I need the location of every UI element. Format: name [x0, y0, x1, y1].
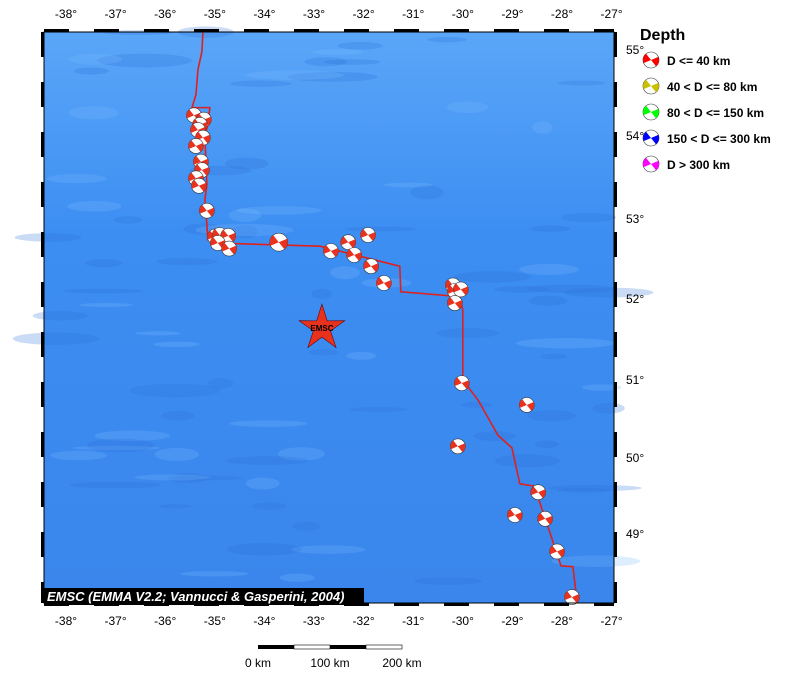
ocean-background [44, 32, 614, 603]
lon-tick-top: -28° [551, 7, 573, 21]
lon-tick-top: -37° [105, 7, 127, 21]
focal-mechanism [188, 138, 204, 154]
bathymetry-relief [12, 26, 654, 585]
scale-label-0: 0 km [245, 656, 271, 670]
lat-tick: 55° [626, 43, 644, 57]
lat-ticks-right: 55° 54° 53° 52° 51° 50° 49° [626, 43, 644, 541]
depth-legend: Depth D <= 40 km 40 < D <= 80 km 80 < D <=… [640, 27, 771, 173]
lon-tick-bottom: -27° [601, 614, 623, 628]
lat-tick: 52° [626, 292, 644, 306]
focal-mechanism [453, 281, 469, 298]
lon-ticks-bottom: -38° -37° -36° -35° -34° -33° -32° -31° -30° -29°… [55, 614, 623, 628]
lon-tick-bottom: -30° [452, 614, 474, 628]
lon-tick-bottom: -28° [551, 614, 573, 628]
lon-tick-bottom: -29° [501, 614, 523, 628]
lat-tick: 53° [626, 212, 644, 226]
credit-background [44, 588, 364, 605]
scale-label-100: 100 km [310, 656, 349, 670]
lon-tick-top: -32° [353, 7, 375, 21]
legend-item-label: 150 < D <= 300 km [667, 132, 771, 146]
lat-tick: 49° [626, 527, 644, 541]
lon-tick-top: -31° [402, 7, 424, 21]
scale-label-200: 200 km [382, 656, 421, 670]
focal-mechanism [323, 243, 339, 259]
focal-mechanism [340, 234, 357, 250]
focal-mechanism [450, 438, 466, 455]
focal-mechanism [518, 397, 535, 413]
lon-tick-bottom: -31° [402, 614, 424, 628]
focal-mechanism [346, 247, 362, 263]
lon-tick-bottom: -38° [55, 614, 77, 628]
lon-tick-bottom: -33° [303, 614, 325, 628]
legend-beachball-icon [642, 51, 660, 69]
star-icon [298, 303, 346, 349]
focal-mechanism [507, 507, 523, 523]
focal-mechanism [199, 202, 215, 219]
lon-tick-top: -36° [154, 7, 176, 21]
focal-mechanism [376, 275, 392, 291]
legend-item-label: 80 < D <= 150 km [667, 106, 764, 120]
legend-beachball-icon [642, 129, 660, 147]
focal-mechanism [564, 589, 580, 605]
focal-mechanism [537, 510, 553, 527]
lon-tick-top: -30° [452, 7, 474, 21]
lon-tick-bottom: -37° [105, 614, 127, 628]
focal-mechanisms [186, 107, 580, 605]
focal-mechanism [221, 240, 237, 257]
legend-item-label: 40 < D <= 80 km [667, 80, 757, 94]
epicenter-label: EMSC [310, 324, 333, 333]
legend-beachball-icon [642, 103, 660, 121]
lat-tick: 51° [626, 373, 644, 387]
focal-mechanism [530, 484, 546, 501]
lon-tick-bottom: -35° [204, 614, 226, 628]
focal-mechanism [269, 232, 289, 252]
lon-tick-top: -27° [601, 7, 623, 21]
epicenter-star: EMSC [298, 303, 346, 349]
credit-text: EMSC (EMMA V2.2; Vannucci & Gasperini, 2… [47, 589, 344, 604]
lon-tick-top: -35° [204, 7, 226, 21]
legend-item-label: D > 300 km [667, 158, 730, 172]
lon-tick-bottom: -34° [253, 614, 275, 628]
scale-bar: 0 km 100 km 200 km [245, 644, 422, 670]
lat-tick: 54° [626, 129, 644, 143]
focal-mechanism [363, 258, 379, 275]
legend-item-label: D <= 40 km [667, 54, 730, 68]
focal-mechanism [549, 543, 565, 560]
lon-tick-top: -34° [253, 7, 275, 21]
lat-tick: 50° [626, 451, 644, 465]
lon-tick-bottom: -32° [353, 614, 375, 628]
legend-beachball-icon [642, 155, 660, 173]
focal-mechanism [191, 178, 207, 194]
lon-tick-top: -33° [303, 7, 325, 21]
focal-mechanism [360, 227, 376, 243]
lon-tick-bottom: -36° [154, 614, 176, 628]
focal-mechanism [447, 295, 463, 311]
legend-beachball-icon [642, 77, 660, 95]
lon-tick-top: -29° [501, 7, 523, 21]
lon-tick-top: -38° [55, 7, 77, 21]
focal-mechanism [454, 375, 470, 391]
lon-ticks-top: -38° -37° -36° -35° -34° -33° -32° -31° -30° -29°… [55, 7, 623, 21]
legend-title: Depth [640, 27, 685, 44]
